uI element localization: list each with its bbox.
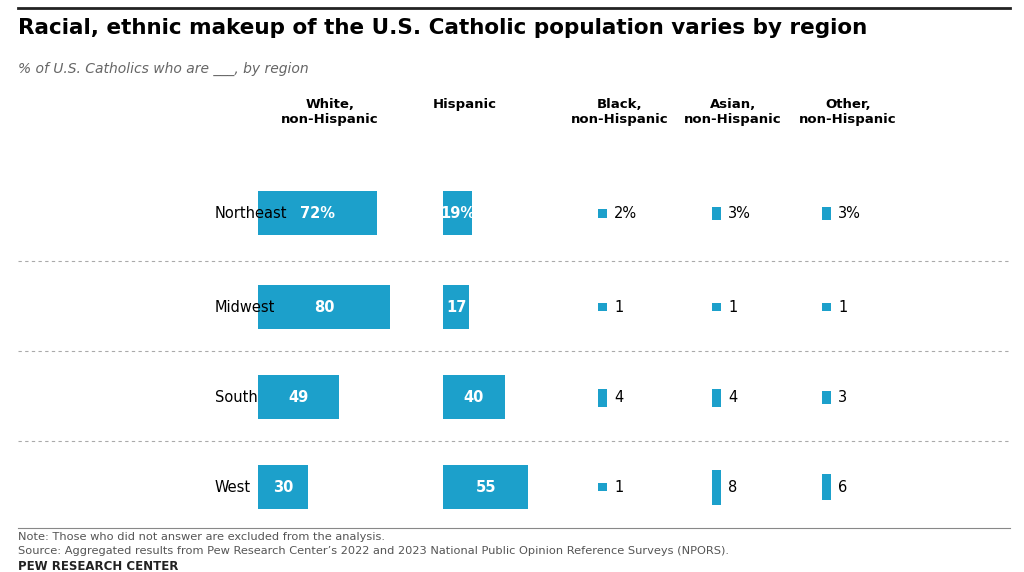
Text: 72%: 72% — [300, 205, 335, 220]
Text: 1: 1 — [838, 300, 847, 315]
Text: 80: 80 — [313, 300, 334, 315]
Text: Midwest: Midwest — [215, 300, 275, 315]
Text: Hispanic: Hispanic — [433, 98, 497, 111]
Text: Note: Those who did not answer are excluded from the analysis.: Note: Those who did not answer are exclu… — [18, 532, 385, 542]
Text: 30: 30 — [272, 479, 293, 495]
Text: Racial, ethnic makeup of the U.S. Catholic population varies by region: Racial, ethnic makeup of the U.S. Cathol… — [18, 18, 867, 38]
Text: Source: Aggregated results from Pew Research Center’s 2022 and 2023 National Pub: Source: Aggregated results from Pew Rese… — [18, 546, 729, 556]
Text: 8: 8 — [728, 479, 737, 495]
Text: South: South — [215, 390, 258, 404]
Text: 6: 6 — [838, 479, 847, 495]
Text: 4: 4 — [614, 390, 624, 404]
Text: 17: 17 — [446, 300, 466, 315]
Text: 2%: 2% — [614, 205, 637, 220]
Text: Asian,
non-Hispanic: Asian, non-Hispanic — [684, 98, 781, 126]
Text: Other,
non-Hispanic: Other, non-Hispanic — [799, 98, 897, 126]
Text: % of U.S. Catholics who are ___, by region: % of U.S. Catholics who are ___, by regi… — [18, 62, 308, 76]
Text: 49: 49 — [289, 390, 308, 404]
Text: 55: 55 — [475, 479, 496, 495]
Text: 3%: 3% — [728, 205, 751, 220]
Text: 4: 4 — [728, 390, 737, 404]
Text: Black,
non-Hispanic: Black, non-Hispanic — [571, 98, 669, 126]
Text: 19%: 19% — [440, 205, 475, 220]
Text: 3: 3 — [838, 390, 847, 404]
Text: 40: 40 — [464, 390, 484, 404]
Text: 3%: 3% — [838, 205, 861, 220]
Text: White,
non-Hispanic: White, non-Hispanic — [282, 98, 379, 126]
Text: 1: 1 — [614, 300, 624, 315]
Text: 1: 1 — [614, 479, 624, 495]
Text: 1: 1 — [728, 300, 737, 315]
Text: West: West — [215, 479, 251, 495]
Text: Northeast: Northeast — [215, 205, 288, 220]
Text: PEW RESEARCH CENTER: PEW RESEARCH CENTER — [18, 560, 178, 572]
